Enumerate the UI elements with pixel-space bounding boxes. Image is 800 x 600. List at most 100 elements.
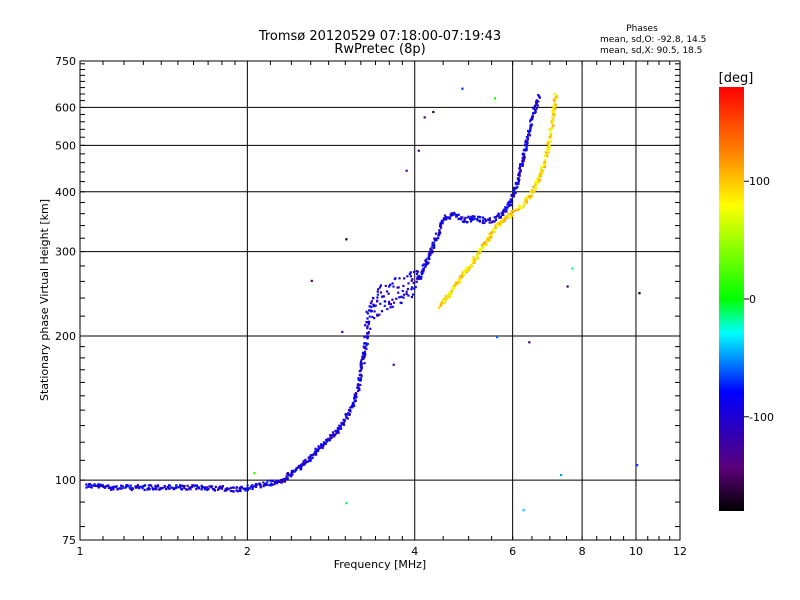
o-mode-point xyxy=(378,313,381,316)
o-mode-point xyxy=(427,261,430,264)
o-mode-point xyxy=(303,463,306,466)
o-mode-point xyxy=(356,384,360,387)
x-mode-point xyxy=(464,269,467,272)
x-mode-point xyxy=(441,300,444,303)
x-mode-point xyxy=(548,145,551,148)
o-mode-point xyxy=(529,120,532,123)
o-mode-point xyxy=(398,296,401,299)
o-mode-point xyxy=(494,216,498,219)
o-mode-point xyxy=(364,324,367,327)
o-mode-point xyxy=(359,378,362,381)
o-mode-point xyxy=(416,277,419,280)
o-mode-point xyxy=(281,480,284,483)
o-mode-point xyxy=(414,285,417,289)
x-mode-point xyxy=(510,210,513,213)
o-mode-point xyxy=(214,485,217,488)
o-mode-point xyxy=(363,362,366,365)
x-mode-point xyxy=(500,220,503,223)
o-mode-point xyxy=(484,219,488,222)
o-mode-point xyxy=(311,456,314,460)
o-mode-point xyxy=(186,488,189,491)
x-mode-point xyxy=(520,206,523,209)
o-mode-point xyxy=(518,174,521,177)
x-mode-point xyxy=(528,195,531,198)
o-mode-point xyxy=(309,458,312,461)
x-mode-point xyxy=(492,228,495,231)
o-mode-point xyxy=(430,246,433,249)
o-mode-point xyxy=(236,490,239,493)
x-mode-point xyxy=(536,179,539,182)
scatter-point xyxy=(405,169,408,172)
x-mode-point xyxy=(505,217,508,220)
o-mode-point xyxy=(522,160,525,163)
o-mode-point xyxy=(438,229,441,232)
o-mode-point xyxy=(366,317,369,320)
o-mode-point xyxy=(360,375,363,378)
x-mode-point xyxy=(550,122,553,125)
scatter-point xyxy=(566,285,569,288)
o-mode-point xyxy=(88,485,91,488)
o-mode-point xyxy=(360,363,363,366)
o-mode-point xyxy=(366,321,369,324)
o-mode-point xyxy=(370,310,373,313)
x-mode-point xyxy=(465,267,468,270)
o-mode-point xyxy=(483,218,487,221)
o-mode-point xyxy=(358,388,361,392)
o-mode-point xyxy=(360,373,363,377)
x-mode-point xyxy=(459,276,462,279)
o-mode-point xyxy=(443,218,446,221)
o-mode-point xyxy=(445,218,448,221)
o-mode-point xyxy=(428,252,431,255)
x-mode-point xyxy=(459,277,462,280)
o-mode-point xyxy=(286,472,289,475)
o-mode-point xyxy=(519,163,522,166)
o-mode-point xyxy=(449,213,452,216)
o-mode-point xyxy=(415,270,418,273)
o-mode-point xyxy=(402,284,405,288)
phases-o-mode: mean, sd,O: -92.8, 14.5 xyxy=(600,35,706,45)
o-mode-point xyxy=(535,100,538,103)
scatter-point xyxy=(560,474,563,477)
chart-subtitle: RwPretec (8p) xyxy=(334,42,425,57)
o-mode-point xyxy=(146,488,149,491)
o-mode-point xyxy=(538,96,541,99)
o-mode-point xyxy=(322,444,325,447)
scatter-point xyxy=(638,292,641,295)
x-mode-point xyxy=(534,184,537,187)
o-mode-point xyxy=(388,302,391,305)
x-mode-point xyxy=(536,182,539,185)
x-mode-point xyxy=(539,175,542,178)
o-mode-point xyxy=(391,298,394,301)
o-mode-point xyxy=(401,289,404,293)
o-mode-point xyxy=(141,486,144,489)
x-mode-point xyxy=(551,116,554,119)
o-mode-point xyxy=(136,484,139,487)
o-mode-point xyxy=(379,302,382,305)
x-mode-point xyxy=(479,249,482,252)
o-mode-point xyxy=(367,322,370,326)
o-mode-point xyxy=(328,439,331,442)
o-mode-point xyxy=(403,277,406,280)
o-mode-point xyxy=(316,448,319,451)
x-tick-label: 1 xyxy=(77,545,84,558)
o-mode-point xyxy=(190,485,193,489)
o-mode-point xyxy=(320,443,323,447)
o-mode-point xyxy=(535,99,538,102)
x-mode-point xyxy=(440,303,443,306)
o-mode-point xyxy=(235,489,238,492)
o-mode-point xyxy=(302,460,305,463)
o-mode-point xyxy=(342,421,345,424)
o-mode-point xyxy=(90,484,93,487)
x-mode-point xyxy=(532,191,535,194)
o-mode-point xyxy=(155,485,158,488)
o-mode-point xyxy=(529,125,532,128)
x-mode-point xyxy=(536,177,539,180)
x-mode-point xyxy=(498,223,501,226)
x-mode-point xyxy=(535,180,538,183)
x-mode-point xyxy=(471,265,474,268)
o-mode-point xyxy=(376,300,379,303)
o-mode-point xyxy=(530,118,533,121)
o-mode-point xyxy=(280,481,283,484)
o-mode-point xyxy=(529,126,532,129)
o-mode-point xyxy=(466,221,469,224)
